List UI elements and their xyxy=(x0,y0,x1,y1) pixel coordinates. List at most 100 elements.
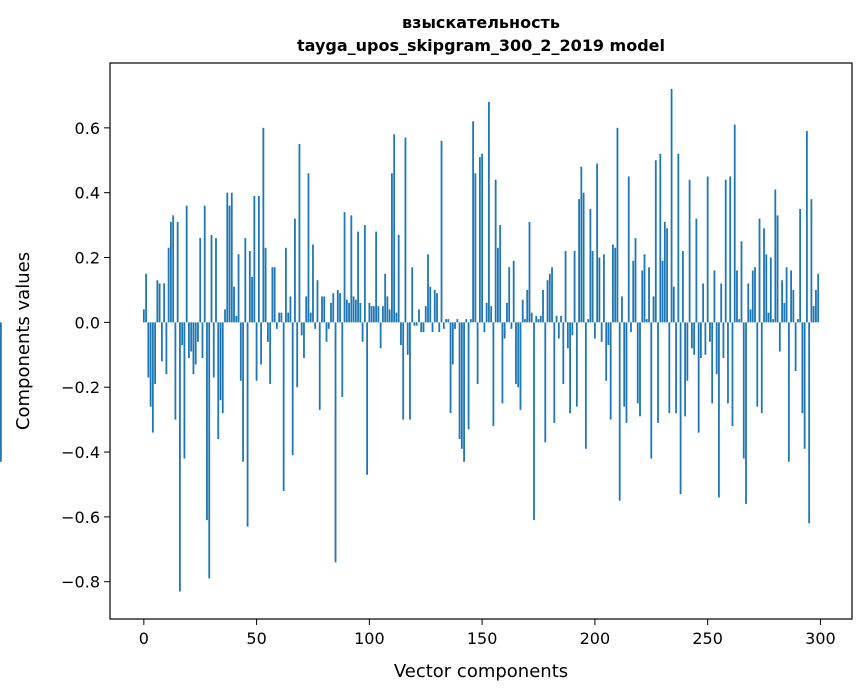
bar-267 xyxy=(745,322,747,504)
bar-293 xyxy=(803,322,806,449)
bar-124 xyxy=(422,322,425,333)
y-tick-label: 0.4 xyxy=(75,184,100,203)
bar-80 xyxy=(323,296,326,323)
bar-70 xyxy=(300,322,303,336)
bar-44 xyxy=(242,322,244,462)
bar-146 xyxy=(472,121,474,323)
bar-136 xyxy=(449,322,452,414)
bar-68 xyxy=(296,322,299,388)
bar-22 xyxy=(192,322,195,375)
bar-91 xyxy=(348,302,350,323)
bar-10 xyxy=(165,322,168,375)
bar-60 xyxy=(278,312,281,323)
bar-59 xyxy=(275,322,278,329)
y-tick-label: −0.2 xyxy=(61,378,100,397)
bar-181 xyxy=(551,267,553,323)
bar-77 xyxy=(316,280,319,323)
bar-133 xyxy=(442,322,445,329)
bar-272 xyxy=(756,322,759,407)
bar-81 xyxy=(325,322,328,342)
bar-275 xyxy=(763,228,765,323)
bar-283 xyxy=(781,280,783,323)
bar-182 xyxy=(553,322,556,423)
bar-265 xyxy=(740,241,743,323)
bar-153 xyxy=(487,101,490,323)
bar-118 xyxy=(409,322,411,420)
bar-58 xyxy=(273,267,276,323)
bar-204 xyxy=(603,254,605,323)
bar-281 xyxy=(776,215,779,323)
bar-278 xyxy=(769,257,772,323)
bar-55 xyxy=(266,322,269,342)
y-tick-label: −0.4 xyxy=(61,443,100,462)
bar-271 xyxy=(754,267,756,323)
bar-79 xyxy=(321,296,323,323)
bar-273 xyxy=(758,218,761,323)
bar-104 xyxy=(377,306,380,323)
x-tick-label: 200 xyxy=(580,629,611,648)
bar-251 xyxy=(709,322,711,342)
chart-title: взыскательность xyxy=(402,13,560,32)
bar-93 xyxy=(352,296,355,323)
bar-247 xyxy=(699,322,702,359)
bar-25 xyxy=(199,238,202,323)
bar-112 xyxy=(395,312,398,323)
bar-229 xyxy=(659,153,662,323)
bar-85 xyxy=(334,322,337,563)
bar-266 xyxy=(742,322,745,459)
bar-147 xyxy=(474,173,477,323)
bar-106 xyxy=(381,306,384,323)
bar-232 xyxy=(666,228,668,323)
bar-140 xyxy=(458,322,461,440)
bar-56 xyxy=(269,322,272,384)
bar-190 xyxy=(571,322,574,336)
bar-157 xyxy=(497,247,499,323)
bar-245 xyxy=(695,218,698,323)
bar-254 xyxy=(715,322,718,375)
bar-155 xyxy=(492,322,495,427)
bar-163 xyxy=(510,322,513,329)
bar-211 xyxy=(618,322,621,501)
bar-299 xyxy=(817,273,820,323)
bar-108 xyxy=(386,296,389,323)
bar-32 xyxy=(215,238,217,323)
bar-216 xyxy=(630,322,632,333)
bar-230 xyxy=(661,260,664,323)
bar-99 xyxy=(366,322,368,475)
bar-115 xyxy=(402,322,405,420)
bar-95 xyxy=(357,231,359,323)
bar-8 xyxy=(160,322,163,362)
bar-282 xyxy=(778,322,781,352)
bar-180 xyxy=(548,273,551,323)
bar-0 xyxy=(142,309,145,323)
bar-89 xyxy=(343,212,346,323)
bar-117 xyxy=(406,322,409,355)
bar-201 xyxy=(596,163,599,323)
bar-223 xyxy=(645,319,648,323)
bar-29 xyxy=(208,322,211,579)
plot-frame xyxy=(109,62,853,620)
bar-175 xyxy=(537,319,540,323)
y-tick-label: −0.8 xyxy=(61,573,100,592)
y-tick-label: −0.6 xyxy=(61,508,100,527)
bar-116 xyxy=(404,137,407,323)
bar-46 xyxy=(246,322,249,527)
bar-195 xyxy=(582,192,585,323)
bar-194 xyxy=(580,166,583,323)
bar-42 xyxy=(237,254,240,323)
bar-128 xyxy=(431,322,434,333)
bar-217 xyxy=(632,260,635,323)
bar-197 xyxy=(587,319,590,323)
bar-100 xyxy=(368,302,371,323)
bar-9 xyxy=(163,283,166,323)
bar-233 xyxy=(668,322,671,414)
bar-192 xyxy=(575,322,578,407)
bar-1 xyxy=(145,273,147,323)
bar-158 xyxy=(499,225,502,323)
bar-260 xyxy=(729,176,732,323)
bar-127 xyxy=(429,286,432,323)
bar-49 xyxy=(253,195,256,323)
x-tick-label: 250 xyxy=(692,629,723,648)
